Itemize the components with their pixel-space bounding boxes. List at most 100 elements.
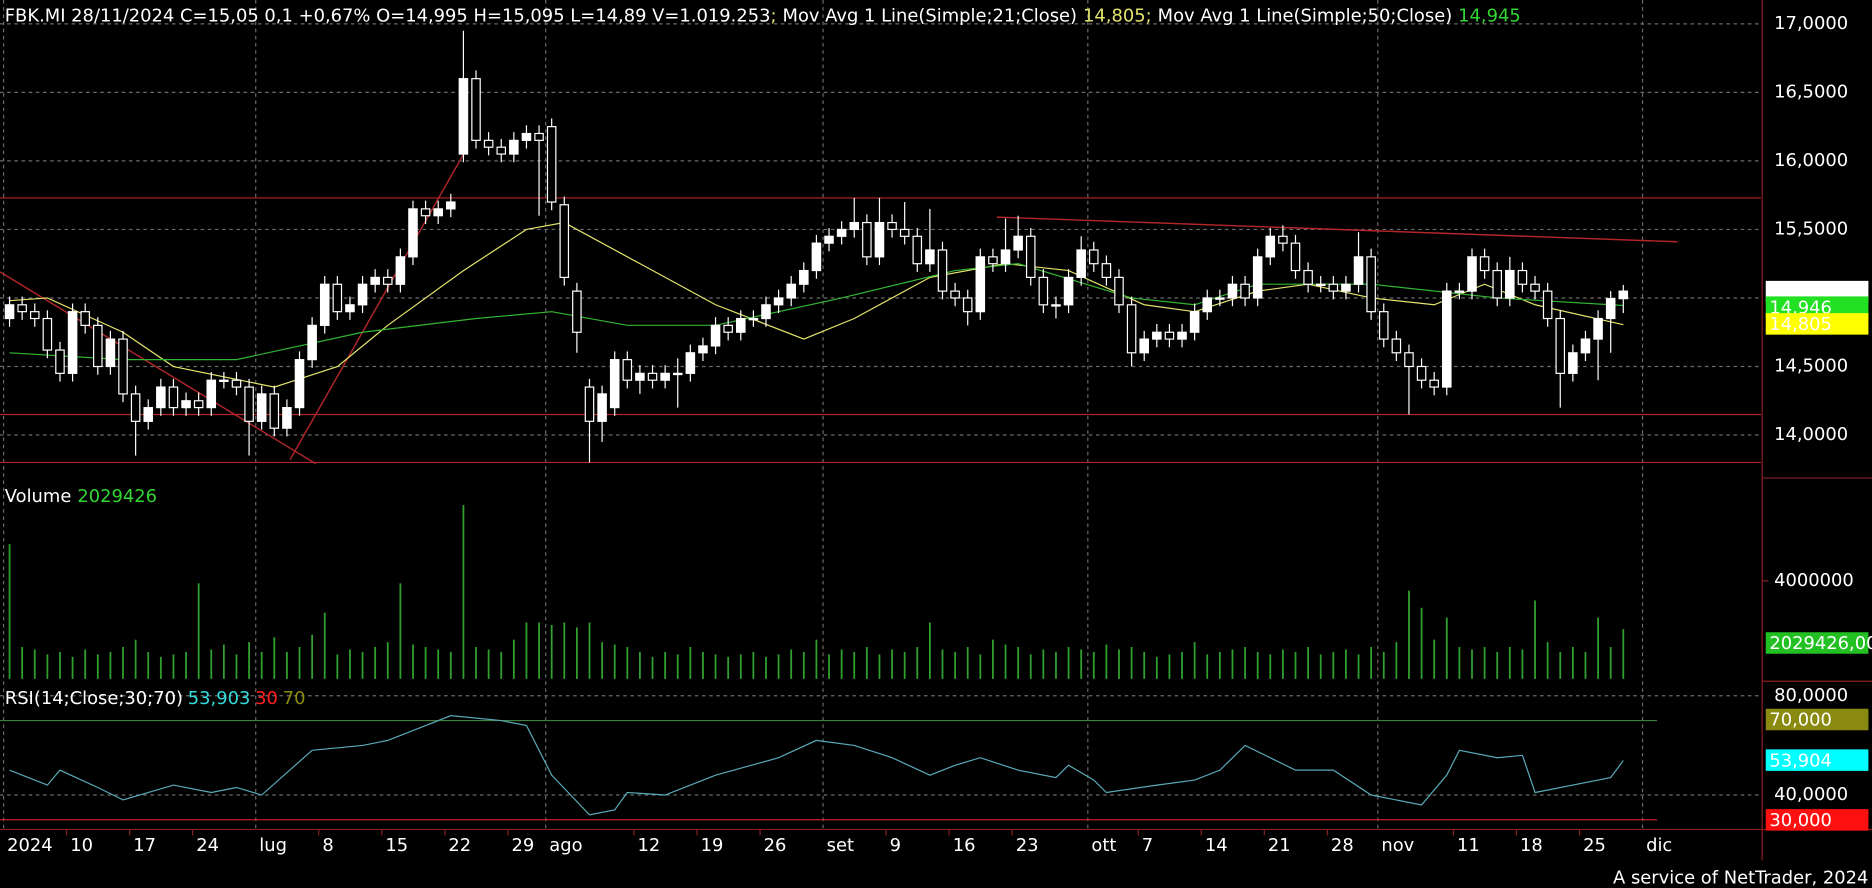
value-box-label: 70,000 bbox=[1769, 710, 1832, 731]
volume-bar bbox=[865, 647, 868, 679]
y-tick-label: 16,0000 bbox=[1774, 150, 1848, 171]
volume-bar bbox=[878, 654, 881, 679]
volume-bar bbox=[210, 649, 213, 679]
volume-bar bbox=[248, 642, 250, 679]
volume-bar bbox=[147, 651, 150, 679]
volume-bar bbox=[1508, 647, 1511, 679]
volume-bar bbox=[84, 649, 87, 679]
candle-body bbox=[584, 386, 595, 422]
candle-body bbox=[887, 221, 897, 231]
volume-bar bbox=[1143, 651, 1146, 679]
candle-body bbox=[1366, 256, 1376, 313]
volume-bar bbox=[1345, 649, 1347, 679]
candle-body bbox=[357, 283, 368, 306]
candle-body bbox=[609, 359, 620, 409]
candle-body bbox=[1416, 365, 1427, 381]
volume-bar bbox=[1609, 647, 1612, 679]
candle-body bbox=[1542, 290, 1553, 320]
candle-body bbox=[1517, 269, 1528, 285]
volume-bar bbox=[286, 651, 288, 679]
value-box bbox=[1765, 632, 1869, 654]
candle-body bbox=[1114, 276, 1124, 306]
candle-body bbox=[1303, 269, 1313, 285]
volume-bar bbox=[1559, 651, 1562, 679]
candle-body bbox=[521, 132, 532, 141]
candle-body bbox=[55, 349, 65, 374]
volume-bar bbox=[626, 647, 629, 679]
candle-body bbox=[1454, 290, 1465, 293]
candle-body bbox=[1492, 269, 1502, 299]
volume-bar bbox=[8, 544, 11, 679]
volume-bar bbox=[46, 654, 49, 679]
volume-bar bbox=[815, 639, 818, 679]
y-tick-label: 16,5000 bbox=[1774, 81, 1848, 102]
candle-body bbox=[382, 276, 393, 285]
volume-bar bbox=[1244, 647, 1246, 679]
candle-body bbox=[546, 126, 557, 203]
rsi-title: RSI(14;Close;30;70) 53,903 30 70 bbox=[5, 688, 306, 709]
candle-body bbox=[1177, 331, 1187, 340]
x-tick-label: 9 bbox=[890, 835, 901, 856]
rsi-value: 53,903 bbox=[188, 688, 251, 709]
volume-bar bbox=[1218, 651, 1221, 679]
ma50-value: 14,945 bbox=[1458, 6, 1521, 27]
candle-body bbox=[93, 324, 103, 368]
candle-body bbox=[319, 283, 330, 326]
volume-bar bbox=[1193, 642, 1196, 679]
volume-bar bbox=[1281, 649, 1284, 679]
separator: ; bbox=[1146, 6, 1152, 27]
x-tick-label: lug bbox=[259, 835, 287, 856]
volume-bar bbox=[349, 649, 351, 679]
candle-body bbox=[168, 386, 179, 409]
volume-bar bbox=[941, 649, 944, 679]
volume-bar bbox=[1458, 647, 1461, 679]
volume-bar bbox=[765, 656, 767, 679]
volume-bar bbox=[891, 649, 893, 679]
volume-bar bbox=[588, 622, 591, 679]
volume-bar bbox=[33, 649, 36, 679]
volume-bar bbox=[538, 622, 540, 679]
x-tick-label: 10 bbox=[70, 835, 93, 856]
candle-body bbox=[42, 317, 53, 351]
candle-body bbox=[244, 386, 254, 422]
volume-bar bbox=[1483, 647, 1486, 679]
volume-bar bbox=[727, 656, 730, 679]
volume-bar bbox=[260, 651, 263, 679]
candle-body bbox=[1479, 256, 1490, 272]
candle-body bbox=[1278, 235, 1288, 244]
candle-body bbox=[130, 393, 141, 422]
x-tick-label: 14 bbox=[1205, 835, 1228, 856]
candle-body bbox=[988, 256, 998, 265]
y-tick-label: 14,0000 bbox=[1774, 424, 1848, 445]
volume-bar bbox=[298, 647, 301, 679]
volume-bar bbox=[1319, 654, 1322, 679]
volume-bar bbox=[1370, 647, 1373, 679]
volume-bar bbox=[424, 647, 427, 679]
candle-body bbox=[748, 317, 759, 321]
volume-bar bbox=[462, 504, 465, 679]
volume-bar bbox=[651, 656, 654, 679]
candle-body bbox=[1189, 311, 1200, 333]
candle-body bbox=[698, 345, 708, 354]
candle-body bbox=[786, 283, 796, 299]
moving-average-line bbox=[9, 263, 1624, 361]
volume-bar bbox=[1546, 642, 1549, 679]
candle-body bbox=[181, 400, 191, 409]
candle-body bbox=[433, 208, 443, 217]
candle-body bbox=[1341, 283, 1351, 292]
value-box-label: 2029426,00 bbox=[1769, 633, 1872, 654]
candle-body bbox=[29, 311, 40, 320]
candle-body bbox=[370, 276, 380, 285]
volume-bar bbox=[512, 639, 515, 679]
candle-body bbox=[1000, 249, 1011, 265]
x-tick-label: 19 bbox=[701, 835, 724, 856]
candle-body bbox=[4, 304, 15, 320]
candle-body bbox=[1227, 283, 1238, 299]
y-tick-label: 14,5000 bbox=[1774, 355, 1848, 376]
volume-bar bbox=[109, 651, 112, 679]
candle-body bbox=[824, 235, 834, 244]
volume-bar bbox=[412, 644, 414, 679]
candle-body bbox=[950, 290, 960, 299]
candle-body bbox=[1618, 290, 1629, 300]
